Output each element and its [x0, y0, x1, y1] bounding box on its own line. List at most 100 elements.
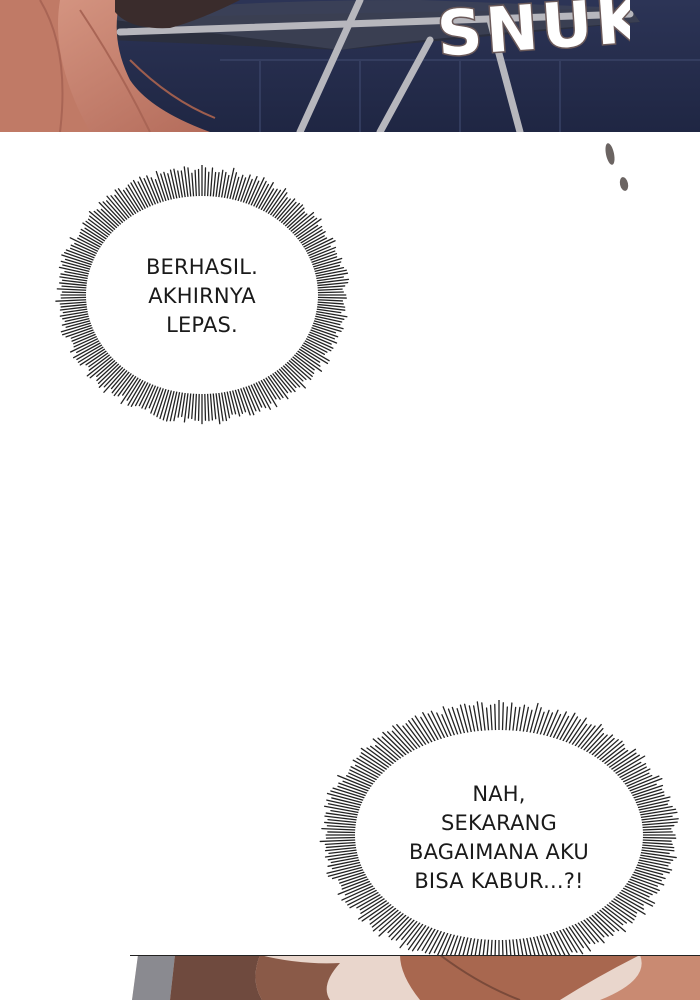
- bubble-spike: [255, 183, 270, 209]
- bubble-spike: [326, 825, 357, 829]
- bubble-spike: [298, 225, 323, 242]
- bubble-spike: [284, 362, 304, 382]
- bubble-spike: [590, 734, 614, 757]
- bubble-spike: [218, 391, 224, 422]
- bubble-spike: [323, 805, 360, 814]
- bubble-spike: [259, 188, 275, 212]
- bubble-spike: [369, 745, 395, 765]
- bubble-spike: [416, 926, 434, 951]
- bubble-spike: [561, 927, 578, 953]
- bubble-spike: [316, 306, 346, 311]
- bubble-spike: [307, 245, 331, 257]
- bubble-spike: [600, 906, 624, 926]
- bubble-spike: [542, 712, 554, 737]
- chair-frame: [116, 0, 634, 132]
- bubble-spike: [177, 170, 184, 200]
- bubble-spike: [303, 339, 328, 353]
- bubble-spike: [132, 179, 149, 209]
- bubble-spike: [278, 201, 297, 223]
- bubble-spike: [494, 703, 497, 732]
- bubble-spike: [226, 390, 233, 415]
- bubble-spike: [359, 755, 386, 773]
- bubble-spike: [372, 738, 400, 762]
- bubble-spike: [59, 282, 88, 287]
- bubble-spike: [250, 383, 263, 408]
- bubble-spike: [105, 200, 126, 223]
- bubble-spike: [77, 237, 101, 251]
- bubble-spike: [595, 910, 620, 932]
- bubble-spike: [257, 379, 272, 404]
- bubble-spike: [607, 901, 635, 921]
- bubble-spike: [635, 796, 671, 806]
- bubble-spike: [585, 916, 605, 938]
- bubble-spike: [616, 893, 645, 910]
- bubble-spike: [327, 854, 360, 861]
- bubble-spike: [60, 260, 92, 270]
- bubble-spike: [441, 714, 453, 738]
- bubble-spike: [628, 777, 663, 792]
- bubble-spike: [316, 285, 346, 289]
- bubble-spike: [61, 285, 88, 289]
- bubble-spike: [122, 375, 137, 396]
- bubble-spike: [332, 787, 366, 799]
- bubble-spike: [641, 836, 677, 839]
- bubble-spike: [150, 385, 162, 414]
- bubble-spike: [137, 181, 152, 208]
- bubble-spike: [162, 388, 173, 421]
- bubble-spike: [212, 171, 217, 199]
- bubble-spike: [411, 925, 431, 952]
- bubble-spike: [382, 731, 408, 757]
- bubble-spike: [250, 177, 265, 207]
- bubble-2-line: NAH,: [472, 782, 526, 806]
- bubble-spike: [280, 366, 301, 388]
- bubble-spike: [605, 903, 633, 924]
- bubble-spike: [325, 844, 358, 849]
- bubble-spike: [377, 737, 403, 760]
- bubble-spike: [289, 211, 315, 233]
- bubble-spike: [316, 291, 344, 294]
- bubble-spike: [308, 246, 337, 259]
- bubble-spike: [226, 167, 235, 200]
- bubble-spike: [347, 889, 379, 906]
- bubble-spike: [70, 244, 97, 257]
- bubble-spike: [314, 315, 343, 323]
- bubble-spike: [327, 818, 358, 824]
- bubble-spike: [150, 177, 162, 205]
- bubble-spike: [55, 299, 88, 302]
- bubble-spike: [65, 320, 92, 328]
- bubble-spike: [159, 388, 170, 420]
- bubble-spike: [88, 215, 113, 235]
- bubble-spike: [209, 167, 214, 198]
- bubble-spike: [337, 785, 368, 797]
- bubble-2-text: NAH, SEKARANG BAGAIMANA AKU BISA KABUR..…: [364, 780, 634, 896]
- bubble-spike: [286, 361, 307, 381]
- bubble-spike: [641, 841, 673, 845]
- bubble-spike: [396, 724, 419, 751]
- bubble-spike: [639, 811, 678, 819]
- bubble-spike: [325, 812, 359, 819]
- bubble-spike: [369, 903, 393, 921]
- bubble-spike: [312, 261, 342, 270]
- bubble-spike: [56, 288, 88, 291]
- bubble-spike: [350, 766, 379, 781]
- bubble-spike: [485, 707, 490, 733]
- sweat-drop-icon: [605, 143, 615, 165]
- speech-bubble-1: BERHASIL. AKHIRNYA LEPAS.: [55, 164, 350, 425]
- bubble-spike: [618, 891, 644, 906]
- bubble-spike: [98, 364, 122, 388]
- bubble-spike: [247, 384, 261, 412]
- bubble-spike: [62, 308, 89, 314]
- bubble-spike: [567, 925, 584, 949]
- bubble-spike: [633, 791, 665, 802]
- bubble-spike: [573, 724, 592, 748]
- bubble-spike: [86, 355, 113, 377]
- bubble-spike: [237, 177, 247, 203]
- bubble-spike: [255, 381, 271, 410]
- bubble-spike: [59, 306, 88, 311]
- bubble-spike: [309, 329, 336, 340]
- bubble-spike: [244, 175, 258, 205]
- bubble-spike: [327, 859, 361, 867]
- bubble-spike: [628, 878, 660, 892]
- bubble-spike: [598, 908, 626, 933]
